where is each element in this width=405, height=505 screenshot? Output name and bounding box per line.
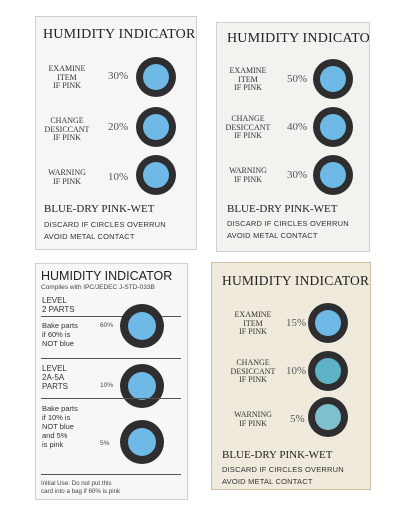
footer-discard: DISCARD IF CIRCLES OVERRUN <box>44 220 166 229</box>
percent-label: 20% <box>108 121 129 133</box>
percent-label: 60% <box>100 322 114 329</box>
humidity-dot-icon <box>136 155 176 195</box>
footer-avoid: AVOID METAL CONTACT <box>227 231 318 240</box>
humidity-dot-icon <box>308 397 348 437</box>
initial-use-note: Initial Use: Do not put this card into a … <box>41 480 121 495</box>
row-label-change: CHANGE DESICCANT IF PINK <box>44 116 90 142</box>
humidity-dot-icon <box>120 364 164 408</box>
humidity-dot-icon <box>308 351 348 391</box>
row-label-examine: EXAMINE ITEM IF PINK <box>48 64 86 90</box>
footer-blue-pink: BLUE-DRY PINK-WET <box>222 449 333 461</box>
row-label-examine: EXAMINE ITEM IF PINK <box>234 310 272 336</box>
percent-label: 10% <box>108 171 129 183</box>
percent-label: 5% <box>100 440 110 447</box>
percent-label: 10% <box>286 365 307 377</box>
footer-discard: DISCARD IF CIRCLES OVERRUN <box>227 219 349 228</box>
footer-avoid: AVOID METAL CONTACT <box>44 232 135 241</box>
level-2a-5a-label: LEVEL 2A-5A PARTS <box>42 364 68 391</box>
row-label-warning: WARNING IF PINK <box>234 410 272 428</box>
bake-instruction-60: Bake parts if 60% is NOT blue <box>42 321 78 348</box>
row-label-change: CHANGE DESICCANT IF PINK <box>225 114 271 140</box>
humidity-dot-icon <box>136 107 176 147</box>
footer-avoid: AVOID METAL CONTACT <box>222 477 313 486</box>
percent-label: 10% <box>100 382 114 389</box>
humidity-dot-icon <box>313 155 353 195</box>
percent-label: 30% <box>108 70 129 82</box>
indicator-card-top-left: HUMIDITY INDICATOR EXAMINE ITEM IF PINK 30… <box>35 16 197 250</box>
card-title: HUMIDITY INDICATOR <box>41 269 173 283</box>
row-label-examine: EXAMINE ITEM IF PINK <box>229 66 267 92</box>
humidity-dot-icon <box>136 57 176 97</box>
card-title: HUMIDITY INDICATOR <box>222 273 370 288</box>
row-label-change: CHANGE DESICCANT IF PINK <box>230 358 276 384</box>
percent-label: 50% <box>287 73 308 85</box>
footer-blue-pink: BLUE-DRY PINK-WET <box>44 203 155 215</box>
footer-blue-pink: BLUE-DRY PINK-WET <box>227 203 338 215</box>
row-label-warning: WARNING IF PINK <box>48 168 86 186</box>
level-2-label: LEVEL 2 PARTS <box>42 296 75 314</box>
card-title: HUMIDITY INDICATOR <box>43 27 196 42</box>
card-title: HUMIDITY INDICATOR <box>227 31 370 46</box>
humidity-dot-icon <box>313 59 353 99</box>
divider <box>41 398 181 399</box>
percent-label: 30% <box>287 169 308 181</box>
card-subtitle: Compiles with IPC/JEDEC J-STD-033B <box>41 284 155 291</box>
percent-label: 40% <box>287 121 308 133</box>
humidity-dot-icon <box>308 303 348 343</box>
divider <box>41 316 181 317</box>
bake-instruction-10: Bake parts if 10% is NOT blue and 5% is pink <box>42 404 78 449</box>
humidity-dot-icon <box>120 304 164 348</box>
row-label-warning: WARNING IF PINK <box>229 166 267 184</box>
percent-label: 5% <box>290 413 305 425</box>
percent-label: 15% <box>286 317 307 329</box>
indicator-card-bottom-left: HUMIDITY INDICATOR Compiles with IPC/JED… <box>35 263 188 500</box>
humidity-dot-icon <box>120 420 164 464</box>
humidity-dot-icon <box>313 107 353 147</box>
divider <box>41 358 181 359</box>
indicator-card-top-right: HUMIDITY INDICATOR EXAMINE ITEM IF PINK 50… <box>216 22 370 252</box>
footer-discard: DISCARD IF CIRCLES OVERRUN <box>222 465 344 474</box>
indicator-card-bottom-right: HUMIDITY INDICATOR EXAMINE ITEM IF PINK 15… <box>211 262 371 490</box>
divider <box>41 474 181 475</box>
